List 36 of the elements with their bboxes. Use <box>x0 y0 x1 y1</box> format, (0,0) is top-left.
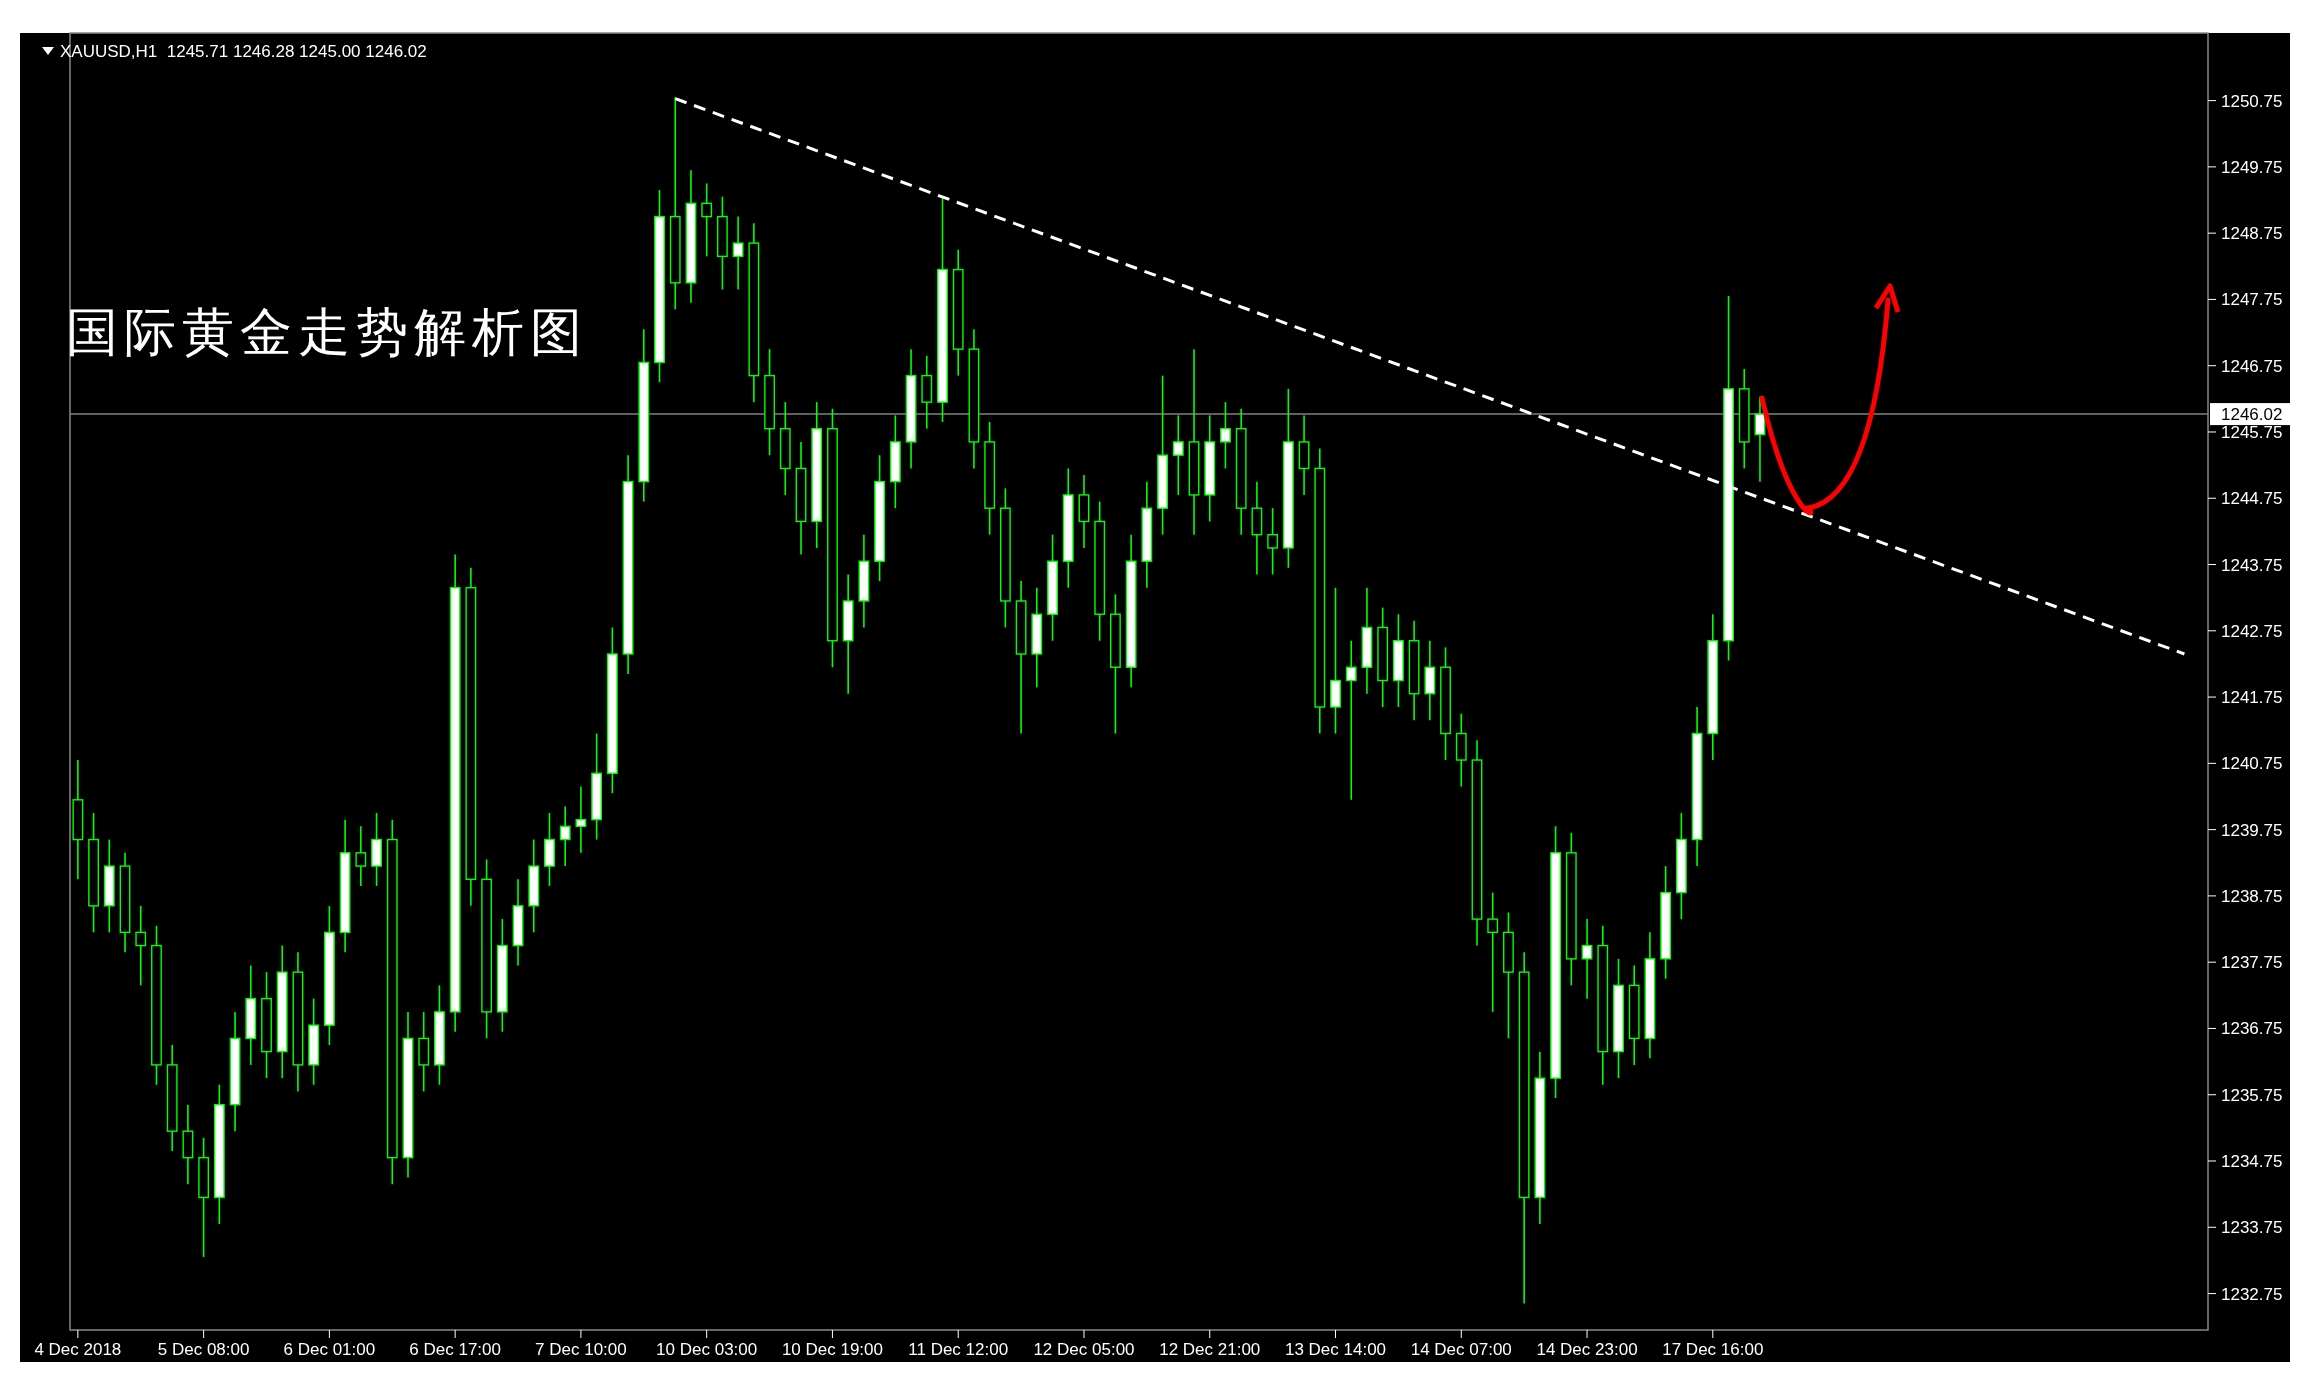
x-tick-label: 6 Dec 01:00 <box>283 1340 376 1359</box>
x-tick-label: 12 Dec 21:00 <box>1159 1340 1261 1359</box>
x-tick-label: 5 Dec 08:00 <box>157 1340 250 1359</box>
y-tick-label: 1232.75 <box>2221 1284 2283 1304</box>
y-tick-label: 1233.75 <box>2221 1218 2283 1238</box>
y-tick-label: 1236.75 <box>2221 1019 2283 1039</box>
y-tick-label: 1242.75 <box>2221 621 2283 641</box>
y-tick-label: 1239.75 <box>2221 820 2283 840</box>
y-tick-label: 1243.75 <box>2221 555 2283 575</box>
text: 国际黄金走势解析图 <box>66 304 588 361</box>
y-tick-label: 1238.75 <box>2221 886 2283 906</box>
x-tick-label: 10 Dec 19:00 <box>781 1340 884 1359</box>
x-tick-label: 11 Dec 12:00 <box>908 1340 1009 1359</box>
y-tick-label: 1244.75 <box>2221 489 2283 509</box>
x-tick-label: 14 Dec 23:00 <box>1536 1340 1638 1359</box>
y-tick-label: 1241.75 <box>2221 688 2283 708</box>
y-tick-label: 1235.75 <box>2221 1085 2283 1105</box>
y-tick-label: 1250.75 <box>2221 91 2283 111</box>
x-tick-label: 13 Dec 14:00 <box>1284 1340 1387 1359</box>
y-tick-label: 1249.75 <box>2221 157 2283 177</box>
text: XAUUSD,H1 1245.71 1246.28 1245.00 1246.02 <box>60 42 427 61</box>
ref-line-label: 1246.02 <box>2221 405 2283 425</box>
x-tick-label: 12 Dec 05:00 <box>1033 1340 1135 1359</box>
x-tick-label: 17 Dec 16:00 <box>1662 1340 1764 1359</box>
x-tick-label: 7 Dec 10:00 <box>535 1340 627 1359</box>
y-tick-label: 1247.75 <box>2221 290 2283 310</box>
x-tick-label: 14 Dec 07:00 <box>1410 1340 1512 1359</box>
x-tick-label: 4 Dec 2018 <box>34 1340 122 1359</box>
y-tick-label: 1248.75 <box>2221 224 2283 244</box>
y-tick-label: 1234.75 <box>2221 1152 2283 1171</box>
y-tick-label: 1246.75 <box>2221 356 2283 376</box>
x-tick-label: 10 Dec 03:00 <box>656 1340 758 1359</box>
x-tick-label: 6 Dec 17:00 <box>409 1340 501 1359</box>
y-tick-label: 1240.75 <box>2221 754 2283 774</box>
y-tick-label: 1237.75 <box>2221 953 2283 973</box>
y-tick-label: 1245.75 <box>2221 422 2283 442</box>
